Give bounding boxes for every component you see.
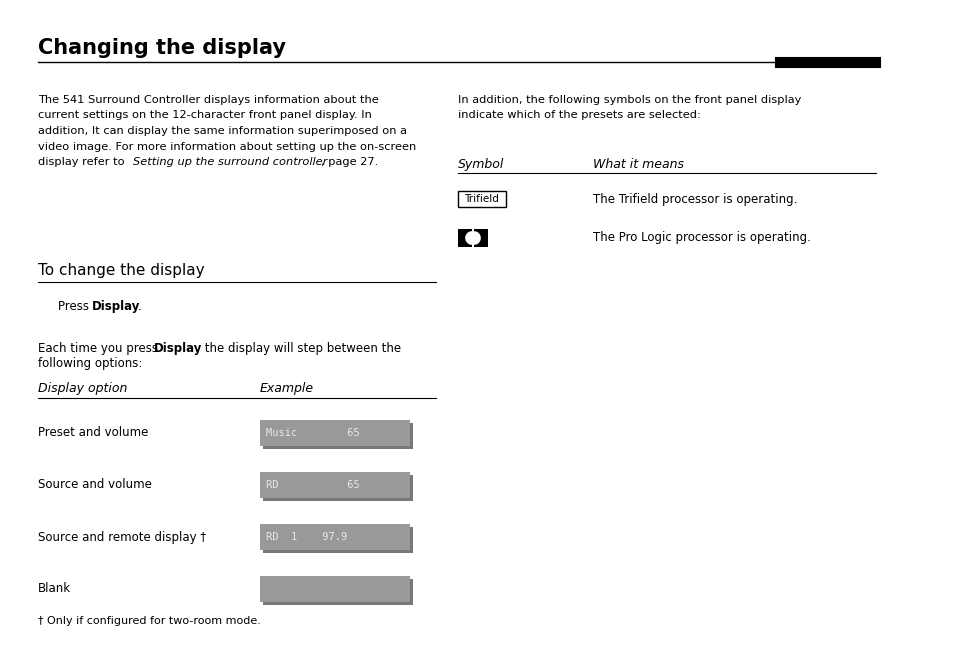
Bar <box>260 524 410 550</box>
Text: Each time you press: Each time you press <box>38 342 162 355</box>
Text: Display option: Display option <box>38 382 128 395</box>
Text: the display will step between the: the display will step between the <box>201 342 400 355</box>
Text: The 541 Surround Controller displays information about the: The 541 Surround Controller displays inf… <box>38 95 378 105</box>
Text: The Pro Logic processor is operating.: The Pro Logic processor is operating. <box>593 231 810 245</box>
Bar <box>263 475 413 501</box>
Text: To change the display: To change the display <box>38 263 204 278</box>
Text: 17: 17 <box>924 632 942 645</box>
Text: addition, It can display the same information superimposed on a: addition, It can display the same inform… <box>38 126 407 136</box>
Text: Display: Display <box>91 300 140 313</box>
FancyBboxPatch shape <box>457 191 505 207</box>
Polygon shape <box>474 231 480 245</box>
Text: .: . <box>138 300 142 313</box>
Text: Source and volume: Source and volume <box>38 478 152 491</box>
Text: Example: Example <box>260 382 314 395</box>
Text: Using the surround controller: Using the surround controller <box>928 350 938 483</box>
Polygon shape <box>465 231 472 245</box>
Text: Source and remote display †: Source and remote display † <box>38 530 206 544</box>
Text: following options:: following options: <box>38 357 142 370</box>
Text: In addition, the following symbols on the front panel display: In addition, the following symbols on th… <box>457 95 801 105</box>
Bar <box>260 472 410 498</box>
Text: What it means: What it means <box>593 158 683 171</box>
Text: RD           65: RD 65 <box>266 480 359 490</box>
Text: , page 27.: , page 27. <box>320 157 377 167</box>
Text: video image. For more information about setting up the on-screen: video image. For more information about … <box>38 142 416 151</box>
Text: † Only if configured for two-room mode.: † Only if configured for two-room mode. <box>38 616 260 626</box>
Text: Setting up the surround controller: Setting up the surround controller <box>132 157 327 167</box>
Bar <box>260 576 410 602</box>
Bar <box>474 229 488 247</box>
Text: Blank: Blank <box>38 583 71 595</box>
Bar <box>263 579 413 605</box>
Bar <box>260 420 410 446</box>
Text: Display: Display <box>153 342 202 355</box>
Text: Press: Press <box>58 300 92 313</box>
Text: current settings on the 12-character front panel display. In: current settings on the 12-character fro… <box>38 110 372 120</box>
Text: Symbol: Symbol <box>457 158 504 171</box>
Text: Trifield: Trifield <box>464 194 499 204</box>
Text: The Trifield processor is operating.: The Trifield processor is operating. <box>593 192 797 206</box>
Text: Music        65: Music 65 <box>266 428 359 438</box>
Bar <box>263 527 413 553</box>
Text: indicate which of the presets are selected:: indicate which of the presets are select… <box>457 110 700 120</box>
Text: Preset and volume: Preset and volume <box>38 427 149 439</box>
Bar <box>263 423 413 449</box>
Text: RD  1    97.9: RD 1 97.9 <box>266 532 347 542</box>
Text: Changing the display: Changing the display <box>38 38 286 58</box>
Text: display refer to: display refer to <box>38 157 128 167</box>
Bar <box>457 229 472 247</box>
